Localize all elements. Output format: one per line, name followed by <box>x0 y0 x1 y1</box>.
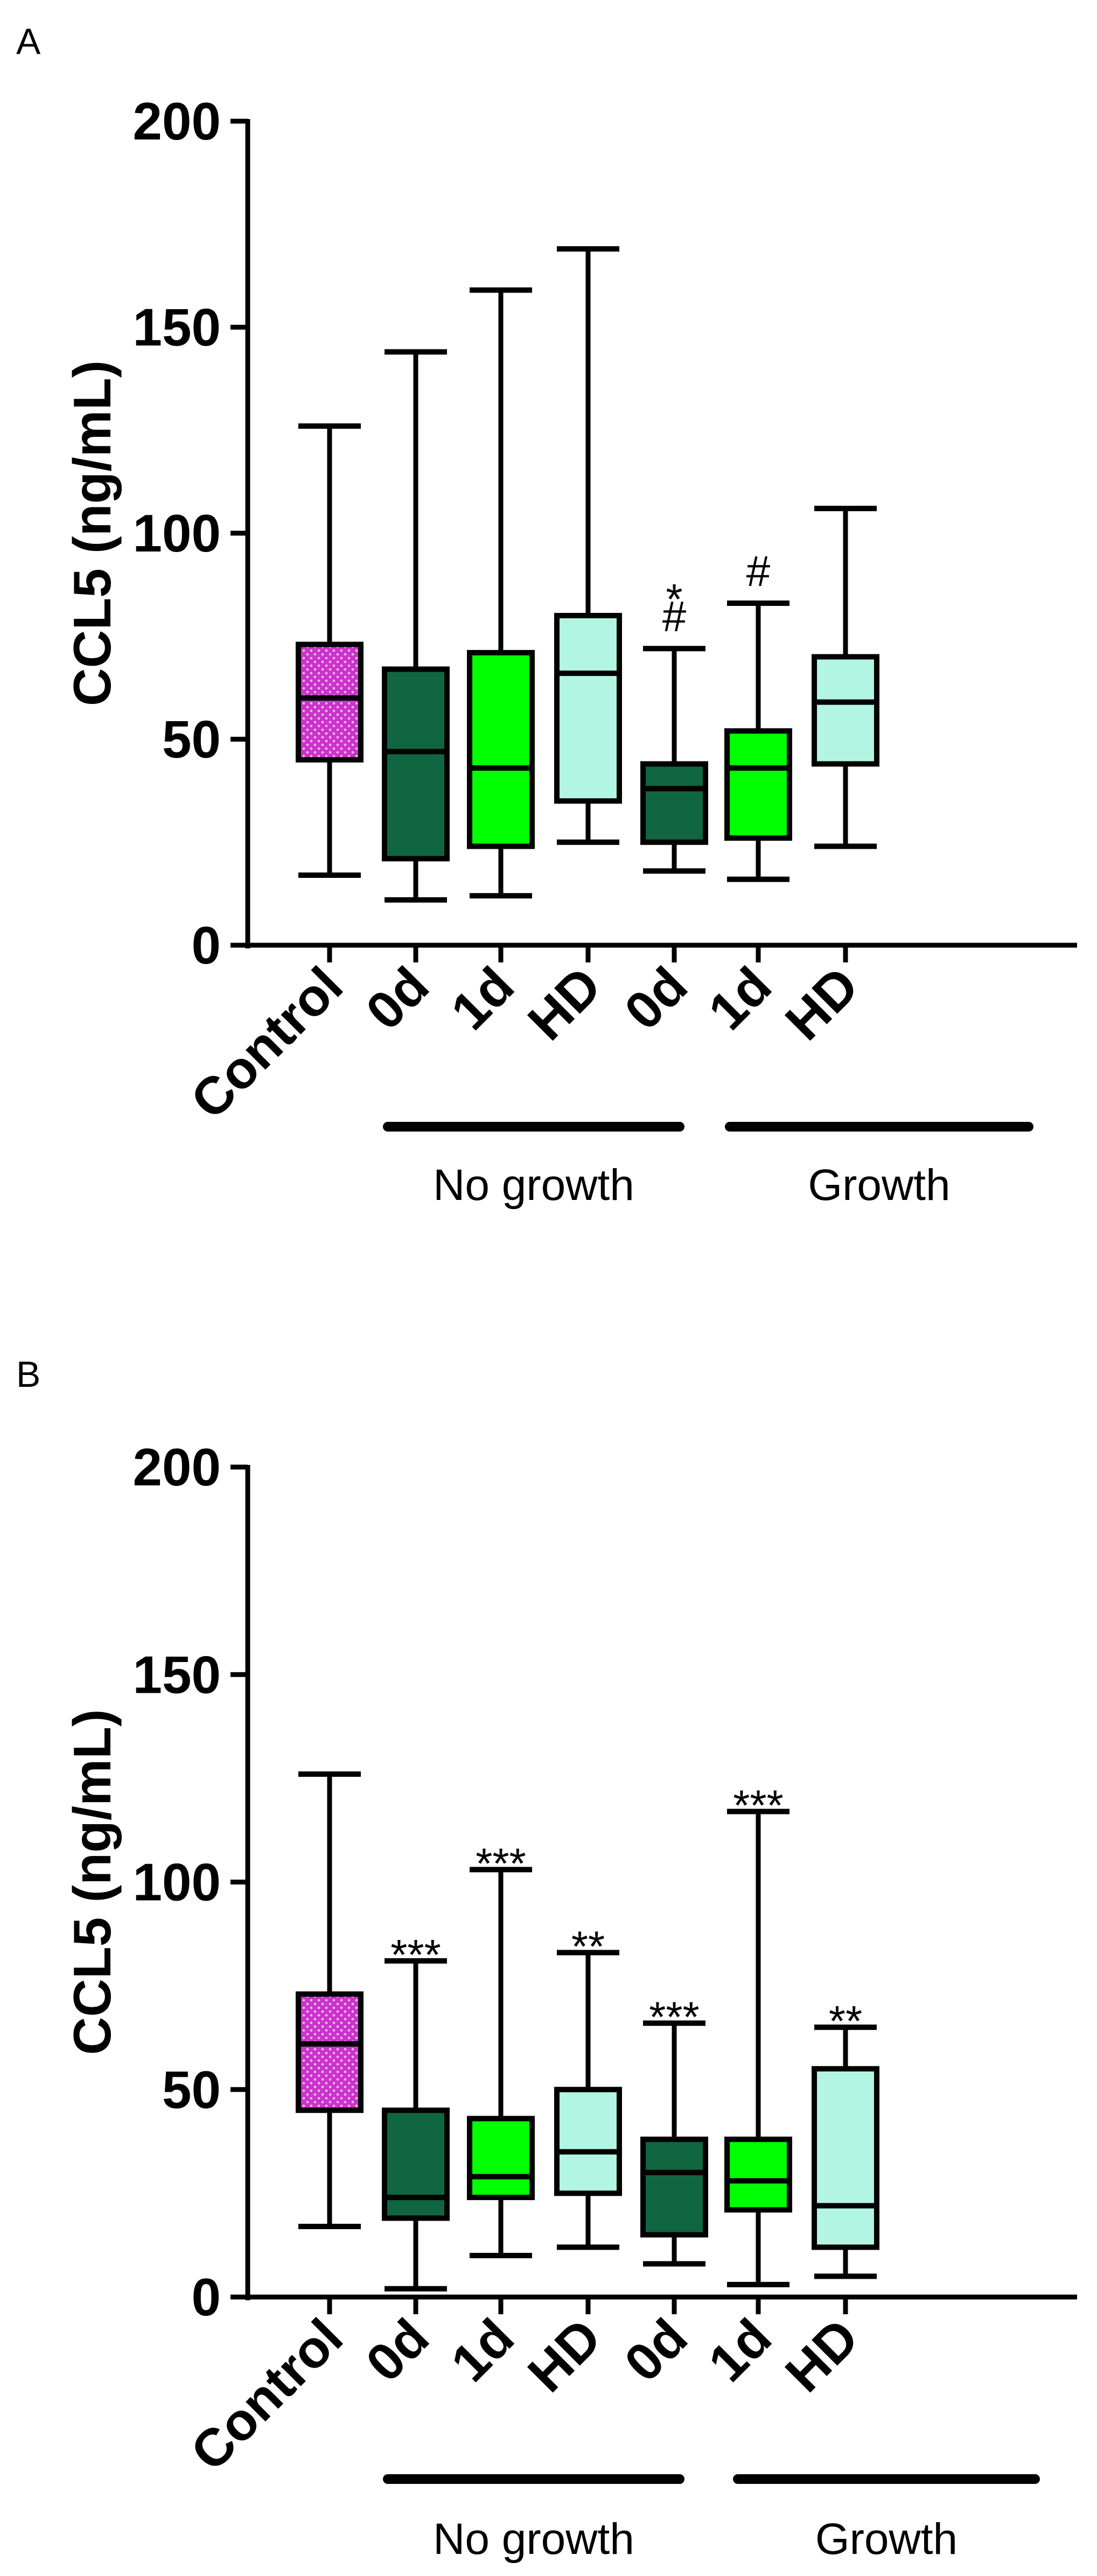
box-iqr <box>382 2107 450 2221</box>
category-label: HD <box>516 955 612 1051</box>
category-label: 0d <box>354 955 440 1041</box>
y-tick-label: 100 <box>132 504 221 563</box>
box-iqr <box>554 2086 622 2196</box>
y-tick-label: 150 <box>132 1645 221 1704</box>
panel-letter: B <box>16 1354 40 1395</box>
significance-annotation: *** <box>390 1931 441 1979</box>
group-label: No growth <box>433 2515 634 2564</box>
category-label: 0d <box>613 2307 698 2393</box>
y-tick-label: 200 <box>132 1437 221 1497</box>
box-1: *** <box>382 1931 450 2292</box>
category-label: Control <box>179 955 354 1130</box>
box-iqr <box>812 2066 879 2250</box>
y-tick-label: 50 <box>162 2060 221 2119</box>
box-4: *** <box>640 1993 708 2267</box>
category-label: HD <box>516 2307 612 2403</box>
category-label: Control <box>179 2307 354 2482</box>
y-tick-label: 100 <box>132 1853 221 1912</box>
box-iqr <box>296 1991 364 2113</box>
group-label: Growth <box>808 1161 950 1210</box>
box-iqr <box>467 650 535 849</box>
box-iqr <box>724 2137 792 2213</box>
y-tick-label: 200 <box>132 92 221 151</box>
box-2: *** <box>467 1839 535 2258</box>
significance-annotation: # <box>662 592 687 640</box>
y-tick-label: 0 <box>191 2267 221 2327</box>
box-iqr <box>724 728 792 841</box>
significance-annotation: ** <box>571 1922 605 1970</box>
significance-annotation: * <box>666 575 682 623</box>
significance-annotation: ** <box>829 1997 862 2045</box>
box-iqr <box>382 666 450 862</box>
significance-annotation: *** <box>733 1782 783 1830</box>
box-6 <box>812 506 879 849</box>
significance-annotation: *** <box>649 1993 699 2041</box>
box-iqr <box>812 654 879 767</box>
panel-letter: A <box>16 21 41 62</box>
box-iqr <box>467 2116 535 2201</box>
box-6: ** <box>812 1997 879 2279</box>
group-label: Growth <box>815 2515 958 2564</box>
box-iqr <box>296 641 364 763</box>
y-tick-label: 150 <box>132 298 221 357</box>
box-0 <box>296 1771 364 2230</box>
box-iqr <box>640 761 708 845</box>
box-4: *# <box>640 575 708 874</box>
category-label: HD <box>774 2307 870 2403</box>
y-tick-label: 50 <box>162 710 221 769</box>
category-label: 1d <box>697 955 782 1041</box>
y-axis-label: CCL5 (ng/mL) <box>62 1709 122 2055</box>
box-iqr <box>554 613 622 804</box>
box-1 <box>382 349 450 903</box>
category-label: 1d <box>439 955 525 1041</box>
y-tick-label: 0 <box>191 916 221 975</box>
box-3 <box>554 246 622 845</box>
category-label: 0d <box>354 2307 440 2393</box>
category-label: HD <box>774 955 870 1051</box>
box-5: *** <box>724 1782 792 2287</box>
y-axis-label: CCL5 (ng/mL) <box>62 360 122 706</box>
significance-annotation: # <box>746 547 771 595</box>
box-iqr <box>640 2137 708 2238</box>
box-5: # <box>724 547 792 882</box>
category-label: 0d <box>613 955 698 1041</box>
box-0 <box>296 423 364 878</box>
box-3: ** <box>554 1922 622 2250</box>
group-label: No growth <box>433 1161 634 1210</box>
box-2 <box>467 287 535 899</box>
significance-annotation: *** <box>476 1839 526 1887</box>
category-label: 1d <box>697 2307 782 2393</box>
category-label: 1d <box>439 2307 525 2393</box>
